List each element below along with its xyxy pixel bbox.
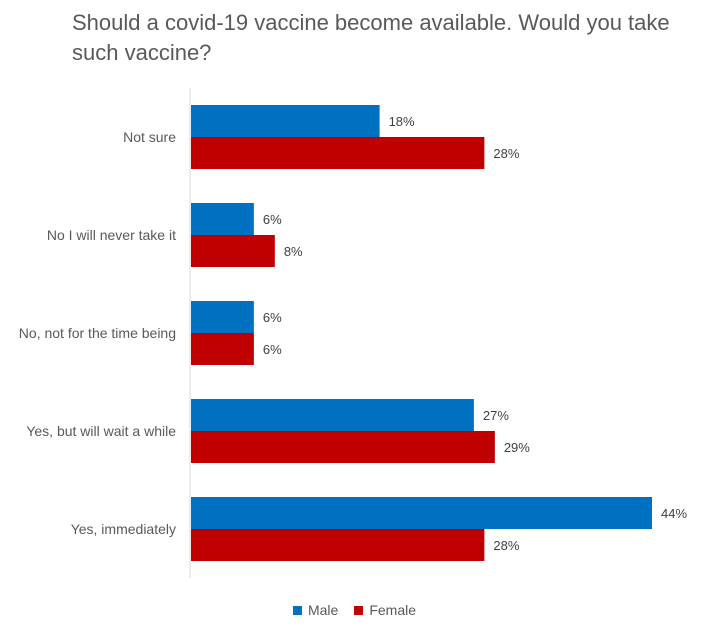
- bar-male-no-i-will-never-take-it: [191, 203, 254, 235]
- bar-male-yes-immediately: [191, 497, 652, 529]
- data-label-female-yes-immediately: 28%: [493, 538, 519, 553]
- chart-title: Should a covid-19 vaccine become availab…: [72, 10, 670, 65]
- data-label-female-no-i-will-never-take-it: 8%: [284, 244, 303, 259]
- legend-swatch-female: [354, 605, 364, 615]
- data-label-male-no-i-will-never-take-it: 6%: [263, 212, 282, 227]
- legend: Male Female: [0, 602, 709, 618]
- category-label-no-not-for-the-time-being: No, not for the time being: [19, 325, 176, 341]
- category-label-not-sure: Not sure: [123, 129, 176, 145]
- legend-item-female: Female: [354, 602, 416, 618]
- data-label-male-not-sure: 18%: [389, 114, 415, 129]
- data-label-male-yes-but-will-wait-a-while: 27%: [483, 408, 509, 423]
- bar-female-yes-immediately: [191, 529, 485, 561]
- data-label-female-yes-but-will-wait-a-while: 29%: [504, 440, 530, 455]
- legend-item-male: Male: [292, 602, 339, 618]
- legend-label-female: Female: [369, 602, 417, 618]
- bar-female-yes-but-will-wait-a-while: [191, 431, 495, 463]
- data-label-male-no-not-for-the-time-being: 6%: [263, 310, 282, 325]
- bar-female-no-not-for-the-time-being: [191, 333, 254, 365]
- data-label-female-not-sure: 28%: [493, 146, 519, 161]
- legend-label-male: Male: [307, 602, 339, 618]
- bar-male-not-sure: [191, 105, 380, 137]
- category-label-yes-immediately: Yes, immediately: [71, 521, 176, 537]
- category-label-yes-but-will-wait-a-while: Yes, but will wait a while: [26, 423, 176, 439]
- bar-male-yes-but-will-wait-a-while: [191, 399, 474, 431]
- category-label-no-i-will-never-take-it: No I will never take it: [47, 227, 176, 243]
- bar-male-no-not-for-the-time-being: [191, 301, 254, 333]
- bar-female-not-sure: [191, 137, 485, 169]
- data-label-male-yes-immediately: 44%: [661, 506, 687, 521]
- data-label-female-no-not-for-the-time-being: 6%: [263, 342, 282, 357]
- legend-swatch-male: [292, 605, 302, 615]
- bar-female-no-i-will-never-take-it: [191, 235, 275, 267]
